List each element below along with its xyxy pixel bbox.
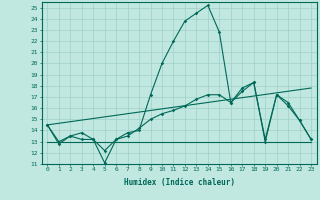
X-axis label: Humidex (Indice chaleur): Humidex (Indice chaleur): [124, 178, 235, 187]
